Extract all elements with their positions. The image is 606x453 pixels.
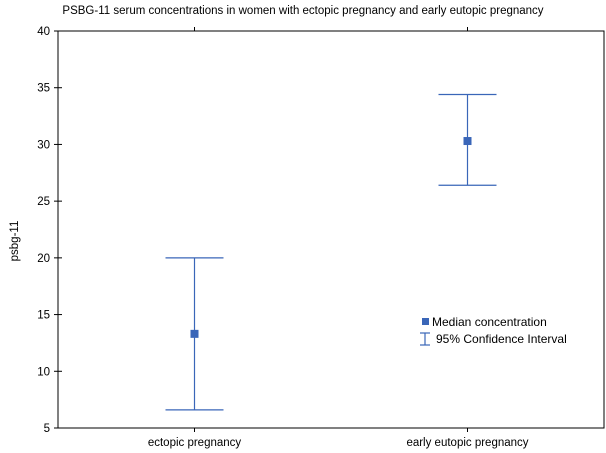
x-ticks: ectopic pregnancy early eutopic pregnancy <box>148 27 529 449</box>
y-tick-label: 40 <box>37 26 50 38</box>
median-points <box>190 137 472 338</box>
y-ticks: 5 10 15 20 25 30 35 40 <box>37 26 62 435</box>
y-axis-title: psbg-11 <box>9 221 21 262</box>
y-tick-label: 10 <box>37 366 50 378</box>
legend: Median concentration 95% Confidence Inter… <box>420 315 567 346</box>
median-marker <box>463 137 472 146</box>
plot-frame <box>57 30 605 429</box>
y-tick-label: 25 <box>37 196 50 208</box>
y-tick-label: 20 <box>37 253 50 265</box>
legend-ci-label: 95% Confidence Interval <box>436 332 567 346</box>
legend-median-swatch <box>422 318 429 325</box>
y-tick-label: 35 <box>37 83 50 95</box>
x-tick-label: ectopic pregnancy <box>148 437 242 449</box>
x-tick-label: early eutopic pregnancy <box>406 437 528 449</box>
y-tick-label: 30 <box>37 139 50 151</box>
median-marker <box>190 329 199 338</box>
y-tick-label: 15 <box>37 310 50 322</box>
error-bars <box>165 93 497 411</box>
legend-median-label: Median concentration <box>432 315 547 329</box>
y-tick-label: 5 <box>44 423 50 435</box>
chart-title: PSBG-11 serum concentrations in women wi… <box>62 5 544 17</box>
axes <box>57 30 605 429</box>
